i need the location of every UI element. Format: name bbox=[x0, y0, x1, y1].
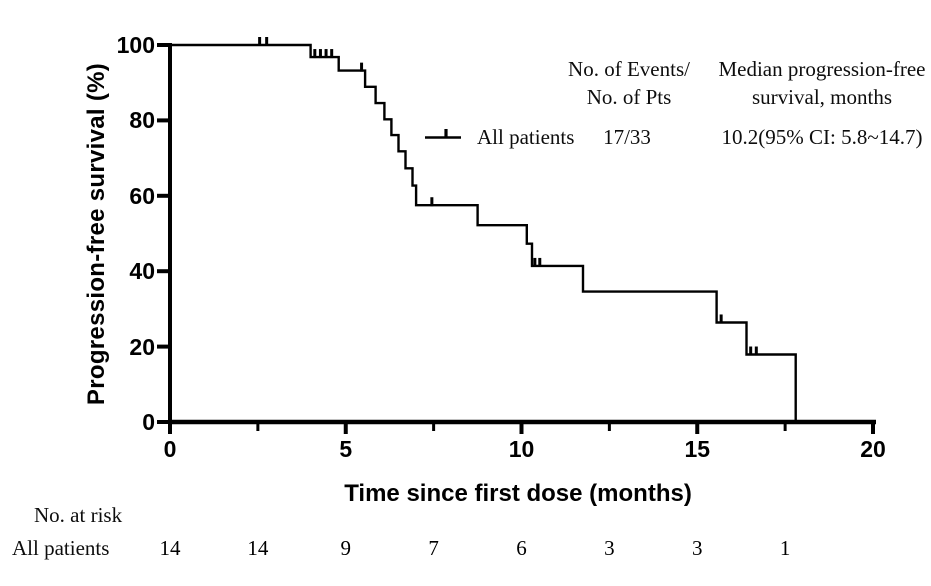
legend-median-value: 10.2(95% CI: 5.8~14.7) bbox=[721, 125, 923, 149]
risk-row-label: All patients bbox=[12, 536, 110, 560]
risk-count: 14 bbox=[159, 536, 181, 560]
x-axis-title: Time since first dose (months) bbox=[344, 480, 692, 507]
y-tick-label: 100 bbox=[116, 32, 155, 58]
y-axis-title: Progression-free survival (%) bbox=[83, 62, 110, 406]
y-tick-label: 80 bbox=[129, 107, 155, 134]
risk-count: 3 bbox=[604, 536, 615, 560]
risk-count: 6 bbox=[516, 536, 527, 560]
y-tick-label: 20 bbox=[129, 333, 155, 360]
median-header-line1: Median progression-free bbox=[718, 57, 926, 81]
x-tick-label: 15 bbox=[684, 436, 711, 462]
x-tick-label: 10 bbox=[508, 436, 535, 462]
legend-events-value: 17/33 bbox=[603, 125, 651, 149]
risk-count: 1 bbox=[779, 536, 791, 560]
y-tick-label: 60 bbox=[129, 182, 155, 209]
censor-mark-icon bbox=[425, 129, 461, 139]
events-header-line2: No. of Pts bbox=[586, 85, 672, 109]
median-header-line2: survival, months bbox=[752, 85, 892, 109]
x-tick-label: 0 bbox=[163, 436, 177, 462]
risk-count: 7 bbox=[428, 536, 439, 560]
risk-count: 3 bbox=[692, 536, 703, 560]
risk-count: 9 bbox=[340, 536, 352, 560]
x-tick-label: 20 bbox=[860, 436, 886, 462]
km-curve bbox=[170, 43, 797, 422]
risk-table-caption: No. at risk bbox=[34, 503, 123, 527]
legend-series-label: All patients bbox=[477, 125, 575, 149]
events-header-line1: No. of Events/ bbox=[568, 57, 690, 81]
x-tick-label: 5 bbox=[339, 436, 353, 462]
risk-count: 14 bbox=[247, 536, 269, 560]
y-tick-label: 40 bbox=[129, 258, 155, 285]
y-tick-label: 0 bbox=[142, 409, 155, 435]
